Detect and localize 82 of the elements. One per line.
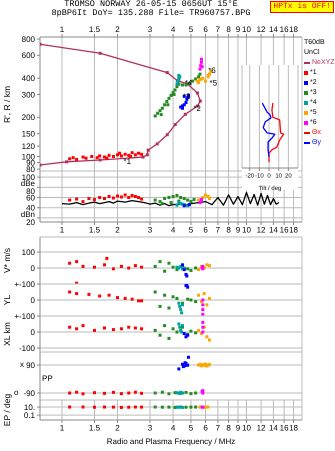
x-tick-label: 18 <box>289 424 299 433</box>
x-tick-label: 6 <box>203 226 208 235</box>
y-tick-label: -90 <box>23 388 36 398</box>
annotation: *5 <box>210 78 218 88</box>
x-tick-label: 16 <box>280 25 290 34</box>
x-tick-label: 12 <box>256 424 266 433</box>
annotation: *4 <box>184 78 193 88</box>
x-tick-label: 3 <box>148 226 153 235</box>
x-tick-label: 2 <box>115 226 120 235</box>
x-tick-label: 5 <box>188 25 194 34</box>
annotation: *6 <box>208 66 216 76</box>
annotation: *1 <box>124 157 132 166</box>
x-tick-label: 10 <box>242 226 252 235</box>
x-tick-label: 8 <box>226 226 232 235</box>
y-axis-title: V* m/s <box>2 248 12 274</box>
x-tick-label: 1.5 <box>88 25 101 34</box>
x-tick-label: 2 <box>115 25 120 34</box>
y-tick-label: 200 <box>22 113 36 122</box>
y-axis-title: EP / deg <box>2 394 12 426</box>
annotation: PP <box>42 374 53 384</box>
x-tick-label: 7 <box>216 424 221 433</box>
x-tick-label: 14 <box>268 424 278 433</box>
x-tick-label: 10 <box>242 25 252 34</box>
x-tick-label: 8 <box>226 25 232 34</box>
x-tick-label: 9 <box>236 25 241 34</box>
x-tick-label: 1 <box>60 25 65 34</box>
y-tick-label: 90 <box>26 360 36 370</box>
x-tick-label: 3 <box>148 424 153 433</box>
y-tick-label: 600 <box>22 51 36 60</box>
x-tick-label: 4 <box>170 25 176 34</box>
x-tick-label: 14 <box>268 226 278 235</box>
x-tick-label: 9 <box>236 424 241 433</box>
x-tick-label: 8 <box>226 424 232 433</box>
y-tick-label: 800 <box>22 34 36 44</box>
x-axis-title: Radio and Plasma Frequency / MHz <box>106 437 236 446</box>
text: o <box>14 388 18 398</box>
text: x <box>20 360 24 370</box>
x-tick-label: 1 <box>60 424 65 433</box>
y-tick-label: 120 <box>22 142 36 152</box>
x-tick-label: 16 <box>280 226 290 235</box>
x-tick-label: 1 <box>60 226 65 235</box>
x-tick-label: 6 <box>203 424 208 433</box>
y-tick-label: 150 <box>22 129 36 138</box>
x-tick-label: 18 <box>289 25 299 34</box>
chart-subtitle: 8pBP6It DoY= 135.288 File= TR960757.BPG <box>52 8 250 18</box>
x-tick-label: 4 <box>170 226 176 235</box>
y-tick-label: +-100 <box>14 312 36 321</box>
y-tick-label: 100 <box>22 172 36 182</box>
y-tick-label: 300 <box>22 90 36 100</box>
x-tick-label: 18 <box>289 226 299 235</box>
y-tick-label: 0 <box>30 328 36 337</box>
x-tick-label: 6 <box>203 25 208 34</box>
y-tick-label: 80 <box>26 164 36 174</box>
x-tick-label: 1.5 <box>88 226 101 235</box>
x-tick-label: 7 <box>216 226 221 235</box>
y-tick-label: 0 <box>30 296 36 305</box>
y-tick-label: -100 <box>18 344 36 353</box>
x-tick-label: 12 <box>256 25 266 34</box>
x-tick-label: 14 <box>268 25 278 34</box>
x-tick-label: 12 <box>256 226 266 235</box>
x-tick-label: 16 <box>280 424 290 433</box>
y-tick-label: 0.1 <box>24 410 36 420</box>
y-tick-label: 100 <box>22 248 36 257</box>
y-tick-label: 0 <box>30 264 36 273</box>
x-tick-label: 4 <box>170 424 176 433</box>
x-tick-label: 1.5 <box>88 424 101 433</box>
y-axis-title: YL <box>2 294 12 306</box>
x-tick-label: 5 <box>188 424 194 433</box>
x-tick-label: 2 <box>115 424 120 433</box>
x-tick-label: 9 <box>236 226 241 235</box>
y-tick-label: 10. <box>24 402 35 412</box>
y-axis-title: XL km <box>2 322 12 346</box>
y-tick-label: 400 <box>22 74 36 84</box>
x-tick-label: 5 <box>188 226 194 235</box>
y-tick-label: +-100 <box>14 280 36 289</box>
x-tick-label: 7 <box>216 25 221 34</box>
y-axis-title: R', R / km <box>2 86 12 124</box>
x-tick-label: 3 <box>148 25 153 34</box>
x-tick-label: 10 <box>242 424 252 433</box>
y-tick-label: 60 <box>26 193 36 202</box>
text: HPTx is OFF! <box>270 1 334 13</box>
chart-title: TROMSO NORWAY 26-05-15 0656UT 15°E <box>64 0 238 9</box>
